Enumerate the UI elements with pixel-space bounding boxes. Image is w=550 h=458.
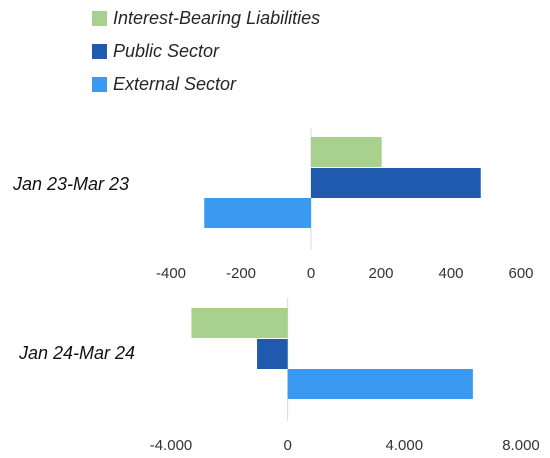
x-tick-label: 4.000 (386, 437, 424, 454)
x-tick-label: 400 (438, 265, 463, 282)
chart-panel-1: Jan 23-Mar 23 -400 -200 0 200 400 600 (12, 128, 534, 282)
legend-label-public-sector: Public Sector (113, 41, 220, 61)
category-label: Jan 23-Mar 23 (12, 174, 129, 194)
chart-panels: Jan 23-Mar 23 -400 -200 0 200 400 600 Jan 24-Ma… (12, 128, 540, 454)
legend-label-external-sector: External Sector (113, 74, 237, 94)
bar-public-sector (311, 168, 481, 198)
legend-swatch-public-sector (92, 44, 107, 59)
chart-panel-2: Jan 24-Mar 24 -4.000 0 4.000 8.000 (18, 298, 540, 454)
bar-interest-bearing-liabilities (191, 308, 288, 338)
bar-interest-bearing-liabilities (311, 137, 382, 167)
legend-swatch-interest-bearing-liabilities (92, 11, 107, 26)
bar-public-sector (257, 339, 288, 369)
x-tick-label: -200 (226, 265, 256, 282)
legend: Interest-Bearing Liabilities Public Secto… (92, 8, 320, 94)
x-tick-label: -4.000 (150, 437, 193, 454)
category-label: Jan 24-Mar 24 (18, 343, 135, 363)
x-tick-label: 200 (368, 265, 393, 282)
x-tick-label: 8.000 (502, 437, 540, 454)
bar-external-sector (287, 369, 473, 399)
x-tick-label: 0 (283, 437, 291, 454)
bar-external-sector (204, 198, 311, 228)
x-tick-label: 600 (508, 265, 533, 282)
x-tick-label: 0 (307, 265, 315, 282)
legend-swatch-external-sector (92, 77, 107, 92)
legend-label-interest-bearing-liabilities: Interest-Bearing Liabilities (113, 8, 320, 28)
x-tick-label: -400 (156, 265, 186, 282)
